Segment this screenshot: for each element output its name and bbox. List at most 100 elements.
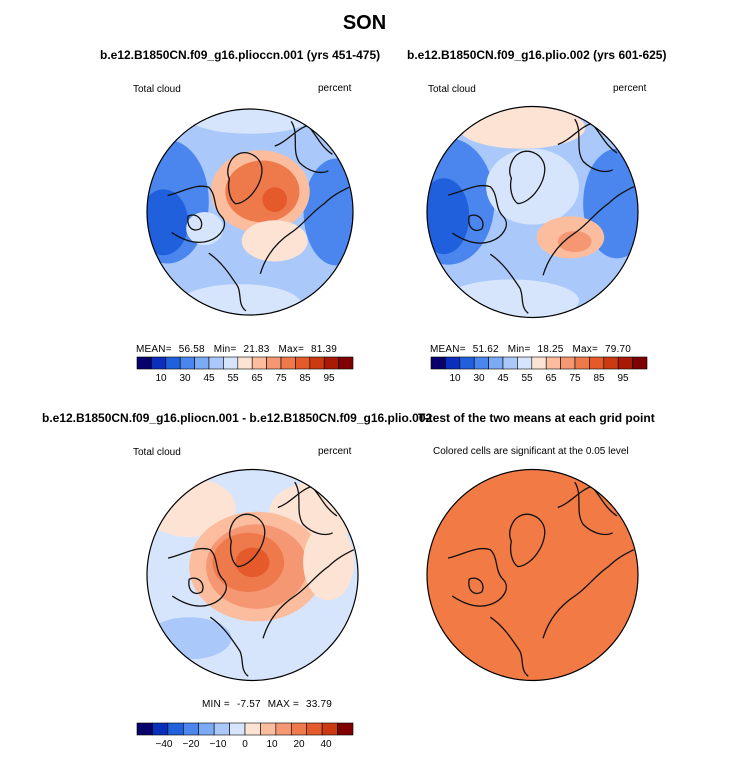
panel-3-colorbar-swatch [306,722,323,736]
panel-2-colorbar-tick-label: 30 [473,373,485,384]
panel-2-colorbar-swatch [445,356,461,370]
panel-2-coastline-siberia [543,187,634,276]
panel-2-colorbar-swatch [603,356,619,370]
panel-1-colorbar-swatch [165,356,181,370]
panel-4-subtitle: Colored cells are significant at the 0.0… [433,446,629,457]
panel-2-coastline-canada [448,186,506,244]
panel-1-polar-map [146,108,354,316]
panel-1-colorbar-swatch [223,356,239,370]
panel-3-colorbar-tick-label: −10 [210,739,227,750]
panel-3-colorbar-swatch [167,722,184,736]
panel-2-min-value: 18.25 [537,344,564,355]
panel-1-coastline-siberia [260,187,349,274]
panel-2-right-label: percent [613,83,647,94]
panel-1-colorbar-swatch [338,356,354,370]
panel-4-coastline-alaska [490,617,528,676]
panel-2-colorbar-tick-label: 10 [449,373,461,384]
panel-2-colorbar-swatch [502,356,518,370]
panel-3-colorbar-swatch [213,722,230,736]
panel-2-polar-map [426,105,639,319]
panel-3-colorbar-swatch [136,722,153,736]
panel-2-region-north [458,106,586,149]
panel-1-right-label: percent [318,83,352,94]
panel-2-max-value: 79.70 [605,344,632,355]
panel-2-colorbar-tick-label: 55 [521,373,533,384]
panel-1-max-label: Max= [278,344,305,355]
panel-1-colorbar-swatch [237,356,253,370]
panel-3-colorbar-swatch [152,722,169,736]
panel-2-field [427,106,638,318]
panel-1-mean-value: 56.58 [178,344,205,355]
panel-3-stats: MIN = -7.57 MAX = 33.79 [202,699,332,710]
panel-1-coastline-europe [291,121,328,172]
panel-3-min-value: -7.57 [236,699,261,710]
panel-1-colorbar-swatch [295,356,311,370]
panel-1-field [147,109,353,315]
panel-2-region-arctic [486,148,579,225]
panel-4-coastline-siberia [543,550,634,639]
panel-2-mean-value: 51.62 [472,344,499,355]
panel-2-colorbar-tick-label: 45 [497,373,509,384]
panel-1-colorbar-swatch [151,356,167,370]
panel-1-region-hudson [186,212,224,245]
panel-2-colorbar-swatch [459,356,475,370]
panel-3-colorbar-swatch [229,722,246,736]
panel-1-region-north [188,109,312,134]
panel-2-colorbar-swatch [430,356,446,370]
panel-4-outline [426,468,639,682]
panel-1-mean-label: MEAN= [136,344,172,355]
panel-2-mean-label: MEAN= [430,344,466,355]
panel-1-region-arctic-peak [262,187,288,212]
panel-3-colorbar-tick-label: 0 [242,739,248,750]
panel-3-colorbar-tick-label: 20 [293,739,305,750]
panel-2-min-label: Min= [507,344,531,355]
panel-1-coastline-greenland [228,153,262,204]
main-title: SON [342,12,387,34]
panel-3-left-label: Total cloud [133,447,181,458]
panel-3-max-value: 33.79 [306,699,333,710]
panel-1-coastline-alaska [209,253,246,311]
panel-2-region-west-core [427,178,470,255]
panel-3-colorbar-swatch [290,722,308,736]
panel-1-colorbar-swatch [136,356,152,370]
panel-1-outline [146,108,354,316]
panel-1-colorbar-swatch [194,356,210,370]
panel-3-colorbar: −40 −20 −10 0 10 20 40 [136,722,354,750]
panel-3-colorbar-swatch [198,722,215,736]
panel-2-colorbar-swatch [545,356,561,370]
panel-1-colorbar-swatch [266,356,282,370]
panel-3-colorbar-swatch [182,722,200,736]
panel-1-coastline-hudson [188,215,202,230]
panel-2-colorbar-swatch [531,356,547,370]
panel-1-colorbar-tick-label: 85 [299,373,311,384]
panel-3-colorbar-swatch [337,722,354,736]
panel-2-coastline-alaska [490,254,528,313]
panel-2-stats: MEAN= 51.62 Min= 18.25 Max= 79.70 [430,344,631,355]
panel-4-coastline-greenland [510,514,545,566]
panel-2-colorbar-swatch [517,356,533,370]
panel-3-title: b.e12.B1850CN.f09_g16.pliocn.001 - b.e12… [42,411,433,425]
panel-2-title: b.e12.B1850CN.f09_g16.plio.002 (yrs 601-… [407,48,667,62]
panel-4-polar-map [426,468,639,682]
panel-3-coastline-greenland [230,514,265,566]
panel-1-region-west-core [147,189,189,256]
panel-3-coastline-europe [295,482,333,534]
panel-1-left-label: Total cloud [133,84,181,95]
panel-3-region-east [303,524,354,601]
panel-1-colorbar-tick-label: 95 [323,373,335,384]
panel-1-colorbar-tick-label: 10 [155,373,167,384]
panel-1-colorbar-tick-label: 65 [251,373,263,384]
panel-3-max-label: MAX = [267,699,300,710]
panel-3-colorbar-swatch [321,722,338,736]
panel-3-coastline-hudson [189,578,203,593]
panel-1-region-siberia [241,220,308,262]
panel-2-colorbar-swatch [473,356,489,370]
panel-3-polar-map [146,468,359,682]
panel-4-coastline-canada [448,549,506,607]
panel-3-colorbar-tick-label: −20 [183,739,200,750]
panel-2-coastline-greenland [510,151,545,203]
panel-1-min-value: 21.83 [243,344,270,355]
panel-3-outline [146,468,359,682]
panel-3-colorbar-tick-label: −40 [156,739,173,750]
panel-3-colorbar-swatch [244,722,261,736]
